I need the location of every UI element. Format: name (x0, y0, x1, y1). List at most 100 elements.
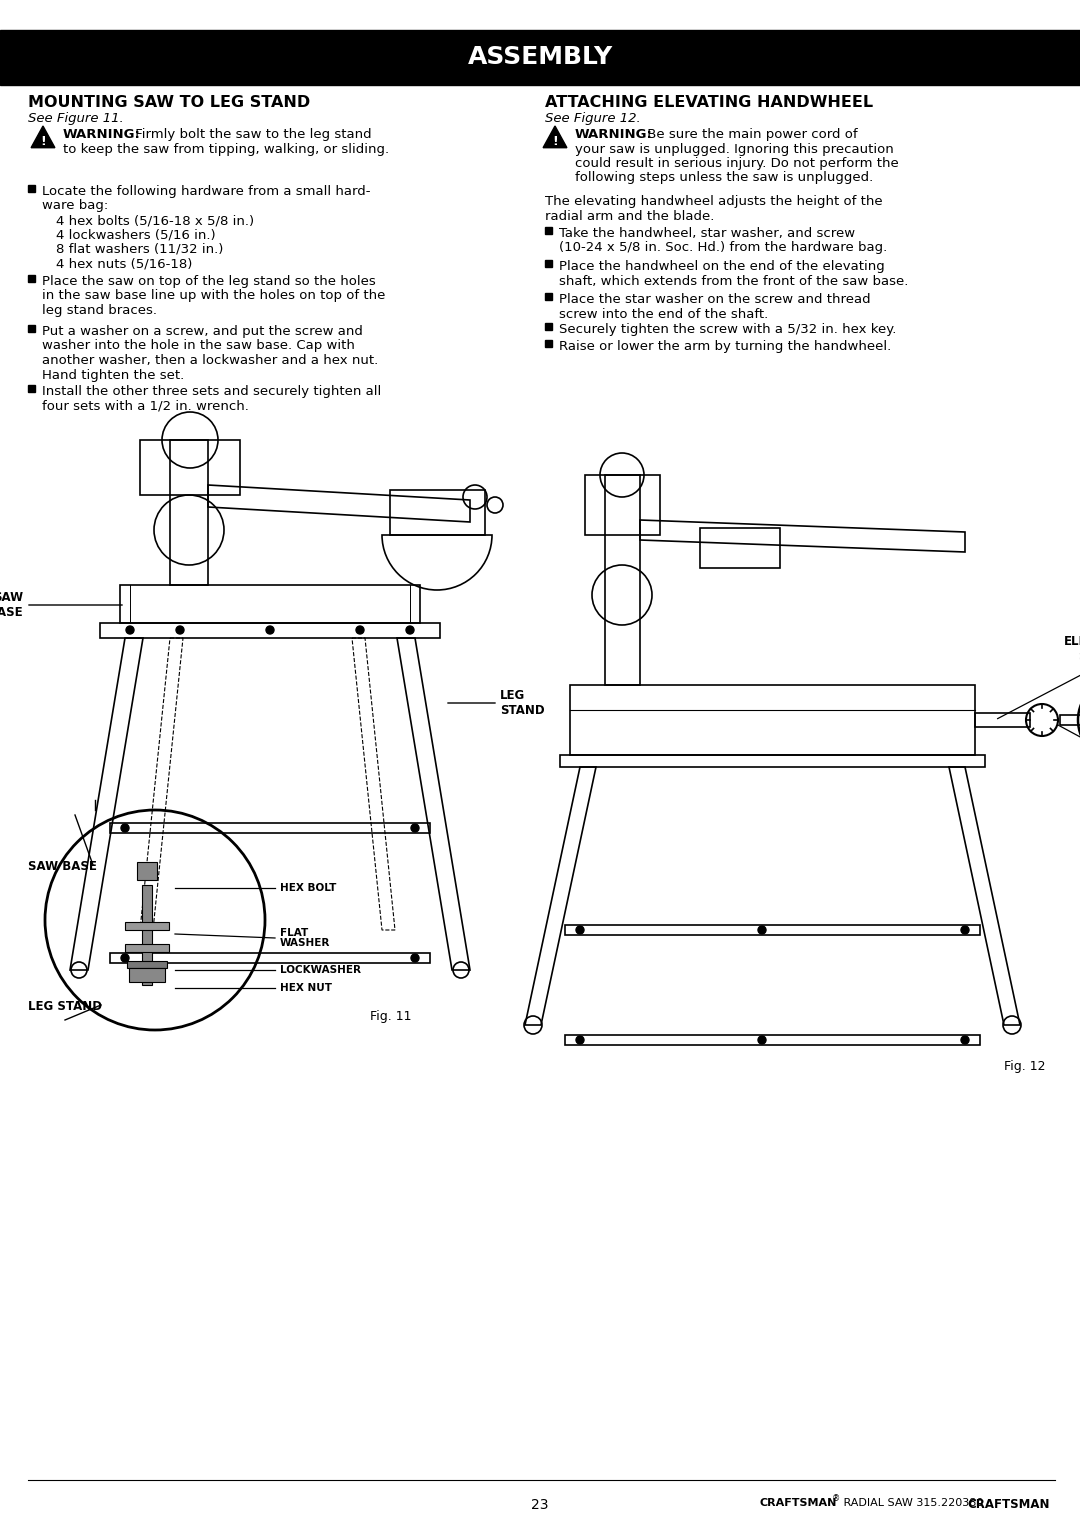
Text: See Figure 12.: See Figure 12. (545, 112, 640, 124)
Text: Put a washer on a screw, and put the screw and: Put a washer on a screw, and put the scr… (42, 324, 363, 338)
Text: SAW BASE: SAW BASE (28, 861, 97, 873)
Circle shape (121, 954, 129, 962)
Text: ELEVATING
SHAFT: ELEVATING SHAFT (1064, 635, 1080, 662)
Bar (125, 922, 168, 930)
Text: CRAFTSMAN: CRAFTSMAN (760, 1499, 837, 1508)
Bar (570, 686, 975, 755)
Bar (585, 475, 660, 535)
Bar (545, 260, 552, 267)
Circle shape (961, 1036, 969, 1044)
Bar (127, 961, 167, 968)
Bar (1059, 715, 1080, 725)
Text: Raise or lower the arm by turning the handwheel.: Raise or lower the arm by turning the ha… (559, 340, 891, 354)
Bar (0, 31, 1080, 85)
Text: LEG
STAND: LEG STAND (500, 689, 544, 716)
Circle shape (406, 626, 414, 633)
Text: !: ! (552, 135, 558, 148)
Text: 8 flat washers (11/32 in.): 8 flat washers (11/32 in.) (56, 243, 224, 257)
Bar (545, 323, 552, 330)
Bar (125, 944, 168, 951)
Bar (975, 713, 1030, 727)
Circle shape (411, 824, 419, 832)
Text: HEX BOLT: HEX BOLT (280, 882, 336, 893)
Text: CRAFTSMAN: CRAFTSMAN (968, 1499, 1050, 1511)
Text: Take the handwheel, star washer, and screw: Take the handwheel, star washer, and scr… (559, 227, 855, 240)
Text: could result in serious injury. Do not perform the: could result in serious injury. Do not p… (575, 157, 899, 171)
Circle shape (758, 925, 766, 934)
Polygon shape (31, 126, 55, 148)
Text: Install the other three sets and securely tighten all: Install the other three sets and securel… (42, 384, 381, 398)
Text: your saw is unplugged. Ignoring this precaution: your saw is unplugged. Ignoring this pre… (575, 143, 894, 155)
Bar (137, 862, 157, 881)
Bar (700, 529, 780, 569)
Bar (565, 1034, 980, 1045)
Text: Firmly bolt the saw to the leg stand: Firmly bolt the saw to the leg stand (131, 128, 372, 141)
Circle shape (176, 626, 184, 633)
Text: following steps unless the saw is unplugged.: following steps unless the saw is unplug… (575, 172, 874, 184)
Bar (28, 384, 35, 392)
Bar (141, 885, 152, 985)
Text: ATTACHING ELEVATING HANDWHEEL: ATTACHING ELEVATING HANDWHEEL (545, 95, 873, 111)
Text: ware bag:: ware bag: (42, 200, 108, 212)
Text: RADIAL SAW 315.220380: RADIAL SAW 315.220380 (840, 1499, 984, 1508)
Text: LOCKWASHER: LOCKWASHER (280, 965, 361, 974)
Bar (140, 440, 240, 495)
Bar (565, 925, 980, 934)
Text: ®: ® (832, 1494, 840, 1503)
Bar (100, 622, 440, 638)
Circle shape (266, 626, 274, 633)
Bar (390, 490, 485, 535)
Text: 4 hex bolts (5/16-18 x 5/8 in.): 4 hex bolts (5/16-18 x 5/8 in.) (56, 214, 254, 227)
Text: Place the star washer on the screw and thread: Place the star washer on the screw and t… (559, 294, 870, 306)
Bar (129, 968, 165, 982)
Text: in the saw base line up with the holes on top of the: in the saw base line up with the holes o… (42, 289, 386, 303)
Text: leg stand braces.: leg stand braces. (42, 304, 157, 317)
Bar (545, 227, 552, 234)
Circle shape (121, 824, 129, 832)
Circle shape (576, 1036, 584, 1044)
Text: washer into the hole in the saw base. Cap with: washer into the hole in the saw base. Ca… (42, 340, 355, 352)
Circle shape (758, 1036, 766, 1044)
Bar (28, 275, 35, 281)
Text: ASSEMBLY: ASSEMBLY (468, 46, 612, 69)
Text: 23: 23 (531, 1499, 549, 1512)
Text: to keep the saw from tipping, walking, or sliding.: to keep the saw from tipping, walking, o… (63, 143, 389, 155)
Bar (545, 294, 552, 300)
Text: (10-24 x 5/8 in. Soc. Hd.) from the hardware bag.: (10-24 x 5/8 in. Soc. Hd.) from the hard… (559, 241, 888, 255)
Text: The elevating handwheel adjusts the height of the: The elevating handwheel adjusts the heig… (545, 195, 882, 207)
Text: 4 lockwashers (5/16 in.): 4 lockwashers (5/16 in.) (56, 229, 216, 241)
Bar (170, 440, 208, 586)
Circle shape (356, 626, 364, 633)
Circle shape (961, 925, 969, 934)
Text: Locate the following hardware from a small hard-: Locate the following hardware from a sma… (42, 184, 370, 198)
Text: another washer, then a lockwasher and a hex nut.: another washer, then a lockwasher and a … (42, 354, 378, 367)
Bar (28, 324, 35, 332)
Bar (545, 340, 552, 347)
Text: FLAT
WASHER: FLAT WASHER (280, 928, 330, 948)
Bar (110, 822, 430, 833)
Text: 4 hex nuts (5/16-18): 4 hex nuts (5/16-18) (56, 258, 192, 271)
Polygon shape (543, 126, 567, 148)
Bar (561, 755, 985, 767)
Circle shape (576, 925, 584, 934)
Text: radial arm and the blade.: radial arm and the blade. (545, 209, 714, 223)
Text: Securely tighten the screw with a 5/32 in. hex key.: Securely tighten the screw with a 5/32 i… (559, 323, 896, 337)
Text: WARNING:: WARNING: (63, 128, 140, 141)
Text: Fig. 12: Fig. 12 (1003, 1061, 1045, 1073)
Text: WARNING:: WARNING: (575, 128, 653, 141)
Text: SAW
BASE: SAW BASE (0, 592, 23, 619)
Bar (605, 475, 640, 686)
Bar (110, 953, 430, 964)
Bar (120, 586, 420, 622)
Text: Be sure the main power cord of: Be sure the main power cord of (643, 128, 858, 141)
Text: Hand tighten the set.: Hand tighten the set. (42, 369, 185, 381)
Text: !: ! (40, 135, 45, 148)
Text: See Figure 11.: See Figure 11. (28, 112, 124, 124)
Circle shape (126, 626, 134, 633)
Text: HEX NUT: HEX NUT (280, 984, 332, 993)
Text: four sets with a 1/2 in. wrench.: four sets with a 1/2 in. wrench. (42, 400, 248, 412)
Text: screw into the end of the shaft.: screw into the end of the shaft. (559, 307, 768, 321)
Text: shaft, which extends from the front of the saw base.: shaft, which extends from the front of t… (559, 275, 908, 287)
Text: Place the handwheel on the end of the elevating: Place the handwheel on the end of the el… (559, 260, 885, 274)
Bar (28, 184, 35, 192)
